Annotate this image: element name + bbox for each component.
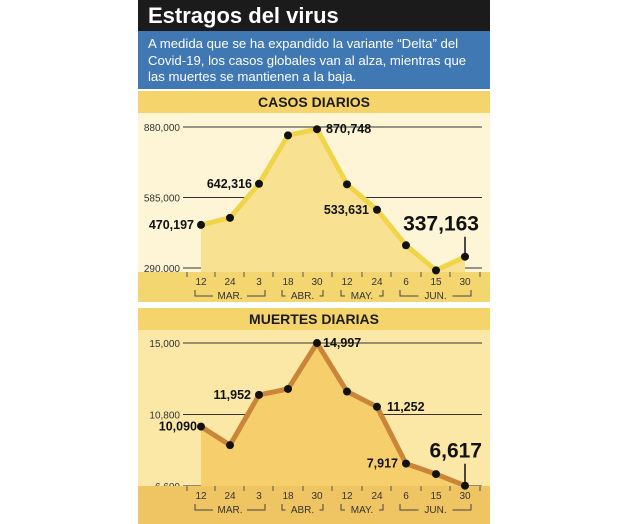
intro-text: A medida que se ha expandido la variante… (138, 31, 490, 89)
data-point (461, 481, 469, 490)
month-bracket (399, 504, 472, 511)
x-tick-label: 24 (224, 491, 236, 502)
data-point (226, 213, 234, 222)
month-label: JUN. (424, 505, 446, 516)
data-point (313, 339, 321, 348)
x-tick-label: 30 (459, 277, 471, 288)
data-point (402, 459, 410, 468)
month-label: JUN. (424, 291, 446, 302)
deaths-chart-title: MUERTES DIARIAS (138, 308, 490, 330)
title: Estragos del virus (148, 3, 339, 28)
month-label: MAR. (218, 291, 243, 302)
month-label: ABR. (291, 505, 314, 516)
x-tick-label: 3 (256, 277, 262, 288)
month-label: ABR. (291, 291, 314, 302)
y-tick-label: 15,000 (149, 339, 180, 350)
x-tick-label: 30 (459, 491, 471, 502)
x-tick-label: 18 (282, 491, 294, 502)
data-point (255, 179, 263, 188)
data-label: 642,316 (207, 177, 252, 191)
x-tick-label: 3 (256, 491, 262, 502)
data-point (197, 422, 205, 431)
x-tick-label: 15 (430, 277, 442, 288)
data-point (373, 402, 381, 411)
data-point (343, 180, 351, 189)
deaths-chart: 15,00010,8006,600122431830122461530MAR.A… (138, 330, 490, 524)
x-tick-label: 30 (311, 491, 323, 502)
data-label: 10,090 (159, 420, 197, 434)
cases-chart: 880,000 585,000 290,000 12 24 3 18 30 12 24 6 15 30 M… (138, 113, 490, 302)
data-point (226, 441, 234, 450)
month-bracket (281, 290, 324, 297)
data-point (313, 125, 321, 134)
cases-chart-title: CASOS DIARIOS (138, 91, 490, 113)
y-tick-label: 10,800 (149, 411, 180, 422)
data-label: 11,252 (387, 400, 425, 414)
data-point (432, 266, 440, 275)
data-label: 533,631 (324, 203, 369, 217)
x-axis-band (138, 486, 490, 524)
x-tick-label: 18 (282, 277, 294, 288)
y-tick-label: 290,000 (144, 264, 181, 275)
data-point (402, 241, 410, 250)
x-tick-label: 12 (195, 277, 207, 288)
data-label-final: 6,617 (429, 440, 482, 463)
month-label: MAY. (351, 291, 373, 302)
x-tick-label: 30 (311, 277, 323, 288)
title-bar: Estragos del virus (138, 0, 490, 31)
x-tick-label: 6 (403, 277, 409, 288)
data-point (197, 220, 205, 229)
data-label: 11,952 (213, 388, 251, 402)
month-bracket (399, 290, 472, 297)
data-point (284, 384, 292, 393)
data-point (343, 387, 351, 396)
data-point (461, 252, 469, 261)
data-label: 7,917 (367, 457, 398, 471)
area-fill (201, 129, 465, 272)
month-bracket (281, 504, 324, 511)
data-label: 470,197 (149, 218, 194, 232)
data-point (432, 470, 440, 479)
x-axis-band (138, 272, 490, 302)
data-label-final: 337,163 (403, 213, 479, 236)
series-line (200, 126, 467, 273)
x-tick-label: 12 (341, 277, 353, 288)
y-tick-label: 585,000 (144, 194, 181, 205)
month-bracket (340, 504, 384, 511)
y-tick-label: 880,000 (144, 123, 181, 134)
month-label: MAR. (218, 505, 243, 516)
data-label: 14,997 (323, 336, 361, 350)
month-bracket (194, 290, 266, 297)
series-line (199, 340, 466, 489)
data-point (284, 131, 292, 140)
x-tick-label: 24 (224, 277, 236, 288)
x-tick-label: 6 (403, 491, 409, 502)
x-tick-label: 12 (195, 491, 207, 502)
data-point (373, 205, 381, 214)
data-point (255, 390, 263, 399)
month-label: MAY. (351, 505, 373, 516)
data-label: 870,748 (326, 122, 371, 136)
x-tick-label: 15 (430, 491, 442, 502)
x-tick-label: 24 (371, 491, 383, 502)
month-bracket (194, 504, 266, 511)
x-tick-label: 24 (371, 277, 383, 288)
month-bracket (340, 290, 384, 297)
x-tick-label: 12 (341, 491, 353, 502)
